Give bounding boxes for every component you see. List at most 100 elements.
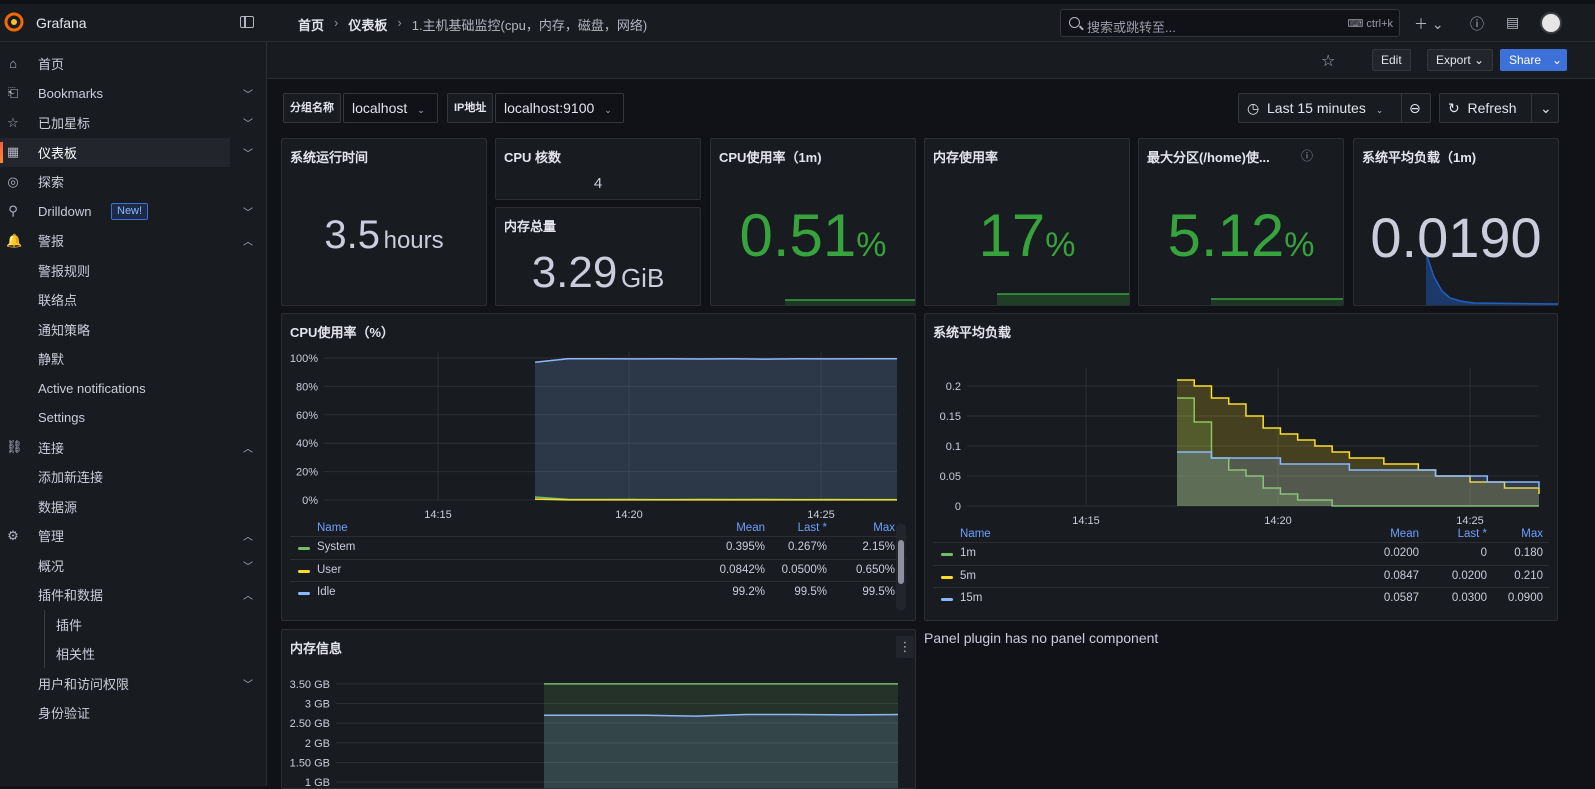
sidebar-item-9[interactable]: 通知策略 [0, 315, 267, 344]
load-average-chart[interactable]: 0 0.05 0.1 0.15 0.2 14:15 14:20 14:25 [925, 344, 1558, 534]
sidebar-item-4[interactable]: ◎ 探索 [0, 167, 267, 196]
sidebar-item-6[interactable]: 🔔 警报 ︿ [0, 226, 267, 255]
zoom-out-button[interactable]: ⊖ [1401, 93, 1431, 123]
chevron-down-icon[interactable]: ﹀ [243, 89, 253, 101]
cpu-usage-unit: % [856, 226, 887, 264]
sidebar-item-16[interactable]: ⚙ 管理 ︿ [0, 521, 267, 550]
sidebar-item-label: 警报规则 [38, 263, 91, 279]
memory-info-chart[interactable]: 1 GB 1.50 GB 2 GB 2.50 GB 3 GB 3.50 GB [282, 666, 916, 789]
sidebar-item-7[interactable]: 警报规则 [0, 256, 267, 285]
sidebar-item-2[interactable]: ☆ 已加星标 ﹀ [0, 108, 267, 137]
legend-mean-value: 0.0847 [1383, 569, 1419, 582]
export-button[interactable]: Export ⌄ [1427, 49, 1494, 71]
keyboard-shortcut: ⌨ ctrl+k [1347, 18, 1393, 30]
sidebar-item-14[interactable]: 添加新连接 [0, 462, 267, 491]
chevron-down-icon[interactable]: ﹀ [243, 561, 253, 573]
edit-button[interactable]: Edit [1372, 49, 1411, 71]
time-range-picker[interactable]: ◷ Last 15 minutes ⌄ [1238, 93, 1428, 123]
bookmark-icon: ⎗ [7, 85, 19, 100]
legend-header-mean[interactable]: Mean [736, 522, 765, 534]
legend-header-last[interactable]: Last * [797, 522, 827, 534]
sidebar-item-0[interactable]: ⌂ 首页 [0, 49, 267, 78]
sidebar-item-15[interactable]: 数据源 [0, 492, 267, 521]
chevron-down-icon[interactable]: ﹀ [243, 679, 253, 691]
add-icon[interactable]: ＋ ⌄ [1414, 16, 1444, 32]
scrollbar-thumb[interactable] [898, 540, 904, 584]
breadcrumb-dashboards[interactable]: 仪表板 [348, 18, 388, 33]
panel-menu-icon[interactable]: ⋮ [896, 636, 914, 658]
shortcut-text: ctrl+k [1366, 18, 1393, 30]
series-area-5m [1177, 380, 1539, 506]
chevron-up-icon[interactable]: ︿ [243, 237, 253, 248]
legend-row[interactable]: 15m 0.0587 0.0300 0.0900 [933, 587, 1549, 609]
help-icon[interactable]: ⓘ [1470, 16, 1484, 32]
legend-row[interactable]: User 0.0842% 0.0500% 0.650% [290, 558, 907, 581]
legend-row[interactable]: Idle 99.2% 99.5% 99.5% [290, 581, 907, 603]
breadcrumb-separator: › [334, 15, 339, 30]
y-tick-label: 0.1 [946, 441, 961, 453]
cpu-cores-panel: CPU 核数 4 [495, 138, 701, 200]
sidebar-item-13[interactable]: ⛓ 连接 ︿ [0, 433, 267, 462]
sidebar-item-20[interactable]: 相关性 [0, 639, 267, 668]
info-icon[interactable]: ⓘ [1301, 149, 1314, 163]
refresh-interval-dropdown[interactable]: ⌄ [1531, 93, 1559, 123]
sidebar-item-1[interactable]: ⎗ Bookmarks ﹀ [0, 79, 267, 108]
refresh-button[interactable]: ↻ Refresh [1439, 93, 1539, 123]
breadcrumb: 首页 › 仪表板 › 1.主机基础监控(cpu，内存，磁盘，网络) [298, 15, 647, 34]
panel-title: CPU使用率（%） [290, 325, 395, 340]
share-button[interactable]: Share [1500, 49, 1551, 71]
legend-header-last[interactable]: Last * [1457, 528, 1487, 540]
sidebar-item-19[interactable]: 插件 [0, 609, 267, 639]
sidebar-item-22[interactable]: 身份验证 [0, 698, 267, 727]
sidebar-item-label: Active notifications [38, 380, 146, 396]
sidebar-item-17[interactable]: 概况 ﹀ [0, 551, 267, 580]
y-tick-label: 100% [290, 353, 318, 365]
chevron-up-icon[interactable]: ︿ [243, 443, 253, 455]
legend-header-max[interactable]: Max [1521, 528, 1543, 540]
sidebar-item-11[interactable]: Active notifications [0, 374, 267, 403]
breadcrumb-home[interactable]: 首页 [298, 18, 325, 33]
series-area-total [544, 683, 898, 788]
news-icon[interactable]: ▤ [1506, 14, 1520, 30]
sidebar-item-label: 首页 [38, 57, 65, 72]
legend-header-max[interactable]: Max [873, 522, 895, 534]
avatar[interactable] [1540, 12, 1562, 34]
brand-name: Grafana [36, 15, 87, 31]
chevron-down-icon[interactable]: ﹀ [243, 119, 253, 130]
group-variable-select[interactable]: localhost ⌄ [343, 93, 438, 123]
sidebar-item-5[interactable]: ⚲ Drilldown New! ﹀ [0, 197, 267, 226]
legend-mean-value: 0.0587 [1383, 592, 1419, 604]
share-dropdown-button[interactable]: ⌄ [1547, 49, 1568, 71]
memory-info-chart-panel: 内存信息 ⋮ 1 GB 1.50 GB 2 GB 2.50 GB 3 GB 3.50 GB [281, 629, 916, 789]
memory-usage-sparkline [997, 293, 1129, 305]
panel-title: CPU使用率（1m) [719, 150, 822, 165]
cpu-usage-chart[interactable]: 0% 20% 40% 60% 80% 100% 14:15 14:20 14:25 [282, 344, 916, 524]
sidebar-item-label: 警报 [38, 234, 65, 249]
uptime-value: 3.5 [324, 213, 380, 257]
sidebar-item-18[interactable]: 插件和数据 ︿ [0, 580, 267, 609]
dock-menu-icon[interactable] [240, 16, 254, 28]
legend-max-value: 0.180 [1514, 547, 1543, 559]
legend-header-mean[interactable]: Mean [1390, 528, 1419, 540]
chevron-down-icon[interactable]: ﹀ [243, 207, 253, 219]
star-icon[interactable]: ☆ [1321, 53, 1336, 70]
sidebar-item-8[interactable]: 联络点 [0, 285, 267, 314]
legend-mean-value: 99.2% [732, 586, 765, 598]
legend-scrollbar[interactable] [896, 524, 906, 610]
sidebar-item-21[interactable]: 用户和访问权限 ﹀ [0, 669, 267, 698]
legend-row[interactable]: System 0.395% 0.267% 2.15% [290, 536, 907, 558]
sidebar-item-10[interactable]: 静默 [0, 344, 267, 373]
chevron-up-icon[interactable]: ︿ [243, 591, 253, 602]
legend-header-name[interactable]: Name [317, 522, 348, 534]
sidebar-item-12[interactable]: Settings [0, 403, 267, 432]
search-input[interactable]: 搜索或跳转至... ⌨ ctrl+k [1060, 9, 1400, 37]
legend-row[interactable]: 1m 0.0200 0 0.180 [933, 542, 1549, 564]
ip-variable-select[interactable]: localhost:9100 ⌄ [495, 93, 624, 123]
grafana-logo-icon[interactable] [4, 12, 24, 32]
legend-row[interactable]: 5m 0.0847 0.0200 0.210 [933, 564, 1549, 587]
legend-mean-value: 0.0842% [719, 563, 765, 576]
chevron-up-icon[interactable]: ︿ [243, 532, 253, 543]
chevron-down-icon[interactable]: ﹀ [243, 148, 253, 160]
sidebar-item-3[interactable]: ▦ 仪表板 ﹀ [0, 137, 253, 167]
legend-header-name[interactable]: Name [960, 528, 991, 540]
